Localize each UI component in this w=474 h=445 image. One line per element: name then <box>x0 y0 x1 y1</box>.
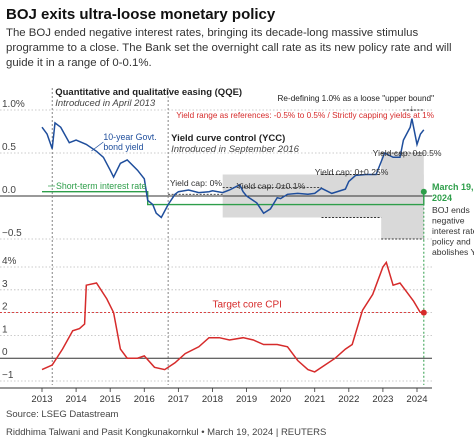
cpi-tick-label: 2 <box>2 302 8 313</box>
ycc-note: Introduced in September 2016 <box>171 144 300 155</box>
bond-yield-leader <box>91 141 104 152</box>
cpi-grid <box>0 266 432 382</box>
cpi-tick-label: 0 <box>2 347 8 358</box>
ycc-label: Yield curve control (YCC) <box>171 133 285 144</box>
cap-01-label: Yield cap: 0±0.1% <box>236 181 305 191</box>
bond-yield-label-line1: 10-year Govt. <box>103 132 156 142</box>
qqe-label: Quantitative and qualitative easing (QQE… <box>55 87 242 98</box>
march-2024-note-line: policy and <box>432 237 471 247</box>
x-tick-label: 2017 <box>168 394 189 405</box>
x-tick-label: 2023 <box>372 394 393 405</box>
x-tick-label: 2019 <box>236 394 257 405</box>
target-cpi-label: Target core CPI <box>212 300 281 311</box>
march-2024-note-line: interest rate <box>432 226 474 236</box>
x-tick-label: 2014 <box>66 394 87 405</box>
qqe-note: Introduced in April 2013 <box>55 98 156 109</box>
bond-yield-label-line2: bond yield <box>103 142 143 152</box>
x-tick-label: 2016 <box>134 394 155 405</box>
x-axis: 2013 2014 2015 2016 2017 2018 2019 2020 2021 2022… <box>0 387 432 405</box>
march-2024-marker <box>420 188 427 195</box>
down-arrow-icon: ↓ <box>410 103 415 113</box>
short-term-rate-line <box>42 191 425 206</box>
march-2024-date-2: 2024 <box>432 193 452 203</box>
cpi-tick-label: −1 <box>2 370 14 381</box>
yield-range-note: Yield range as references: -0.5% to 0.5%… <box>176 111 434 120</box>
yield-grid <box>0 109 432 240</box>
cpi-tick-label: 4% <box>2 256 17 267</box>
cpi-axis-labels: 4% 3 2 1 0 −1 <box>2 256 17 381</box>
x-tick-label: 2024 <box>406 394 427 405</box>
short-rate-label: Short-term interest rate <box>56 181 147 191</box>
yield-tick-label: 0.5 <box>2 142 16 153</box>
x-tick-label: 2018 <box>202 394 223 405</box>
x-tick-label: 2020 <box>270 394 291 405</box>
cpi-end-marker <box>420 309 427 316</box>
x-tick-label: 2015 <box>100 394 121 405</box>
regime-divider-lines <box>51 88 425 385</box>
cap-025-label: Yield cap: 0±0.25% <box>315 167 389 177</box>
march-2024-note-line: negative <box>432 216 465 226</box>
cap-05-label: Yield cap: 0±0.5% <box>373 148 442 158</box>
cap-0-label: Yield cap: 0% <box>170 178 223 188</box>
bond-yield-line <box>41 118 425 219</box>
yield-panel: 1.0% 0.5 0.0 −0.5 Quantitative and qualitat… <box>0 87 474 385</box>
yield-tick-label: 1.0% <box>2 99 25 110</box>
yield-tick-label: 0.0 <box>2 185 16 196</box>
credit-note: Riddhima Talwani and Pasit Kongkunakornk… <box>6 427 327 438</box>
march-2024-note-line: abolishes YCC. <box>432 247 474 257</box>
x-tick-label: 2022 <box>338 394 359 405</box>
x-tick-label: 2021 <box>304 394 325 405</box>
cpi-tick-label: 3 <box>2 279 8 290</box>
cpi-annotations: Target core CPI <box>212 300 427 316</box>
source-note: Source: LSEG Datastream <box>6 409 119 420</box>
chart-title: BOJ exits ultra-loose monetary policy <box>6 6 276 23</box>
yield-annotations: Quantitative and qualitative easing (QQE… <box>48 87 474 257</box>
x-tick-label: 2013 <box>31 394 52 405</box>
cpi-tick-label: 1 <box>2 324 8 335</box>
upper-bound-note: Re-defining 1.0% as a loose "upper bound… <box>278 94 435 103</box>
yield-tick-label: −0.5 <box>2 228 22 239</box>
yield-axis-labels: 1.0% 0.5 0.0 −0.5 <box>2 99 25 239</box>
chart-subtitle: The BOJ ended negative interest rates, b… <box>6 27 452 69</box>
march-2024-note-line: BOJ ends <box>432 205 470 215</box>
march-2024-date-1: March 19, <box>432 182 474 192</box>
core-cpi-line <box>41 260 422 373</box>
